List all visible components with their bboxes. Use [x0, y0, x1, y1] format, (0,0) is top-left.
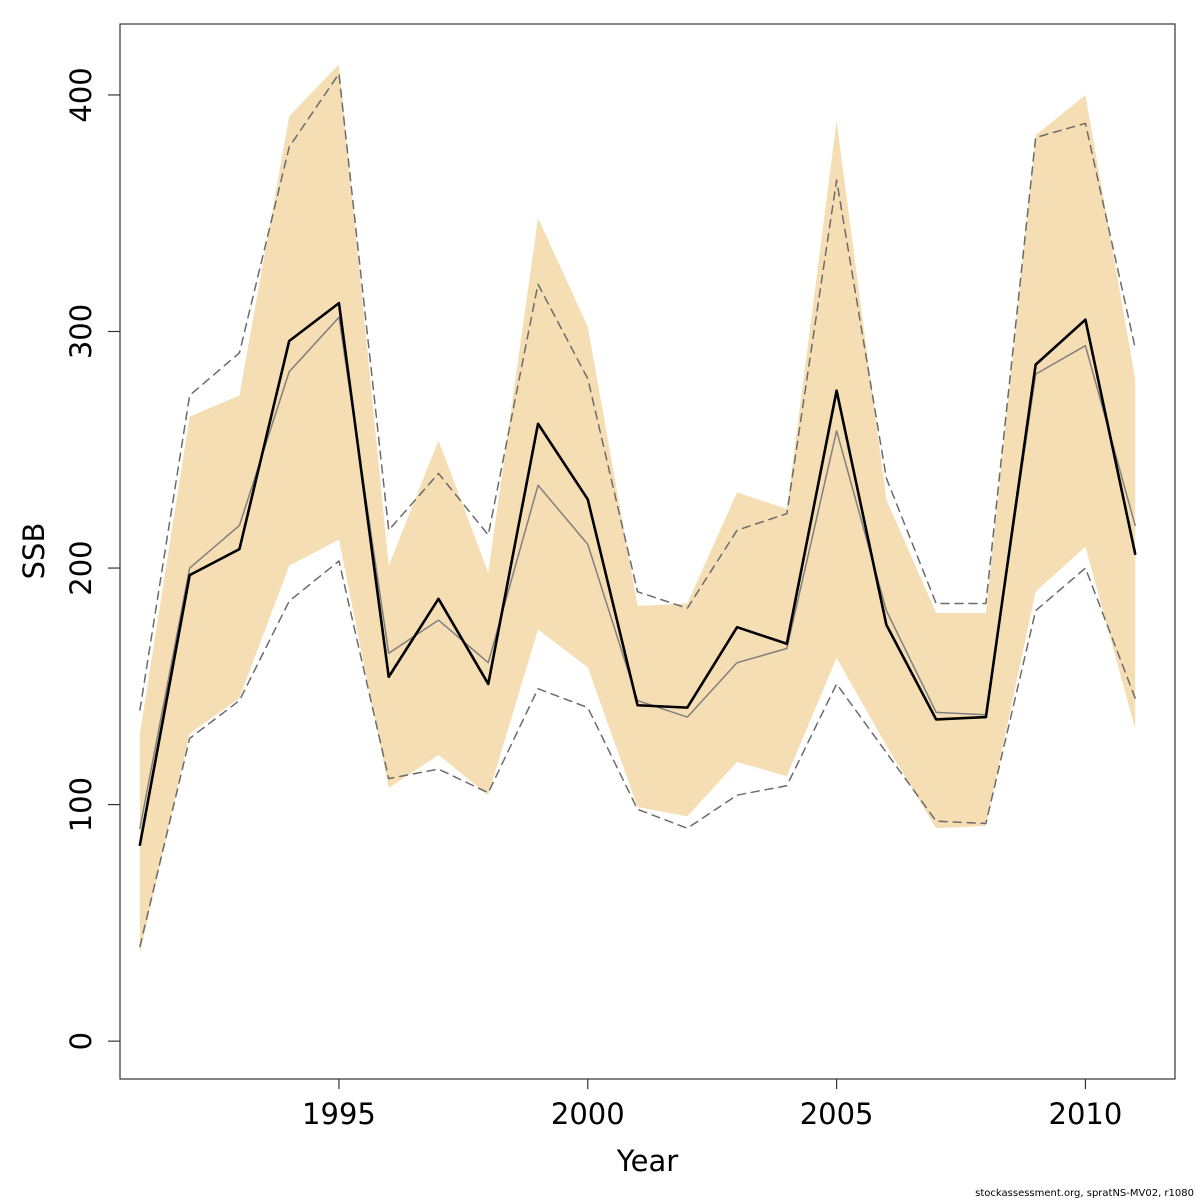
x-axis-title: Year [616, 1144, 678, 1178]
y-tick-label: 400 [64, 67, 98, 122]
axes-layer: 1995 2000 2005 2010 0 100 200 300 400 [64, 67, 1122, 1131]
plot-layer [138, 64, 1137, 954]
footnote: stockassessment.org, spratNS-MV02, r1080 [975, 1188, 1194, 1199]
x-tick-label: 1995 [302, 1097, 376, 1131]
x-tick-label: 2005 [800, 1097, 874, 1131]
x-tick-label: 2010 [1049, 1097, 1123, 1131]
confidence-band [139, 64, 1136, 954]
secondary-lower-line [139, 560, 1136, 948]
plot-frame [119, 23, 1176, 1080]
secondary-upper-line [139, 72, 1136, 711]
y-tick-label: 0 [64, 1032, 98, 1050]
main-line [138, 301, 1137, 847]
x-tick-label: 2000 [551, 1097, 625, 1131]
y-axis-title: SSB [17, 523, 51, 580]
y-tick-label: 100 [64, 777, 98, 832]
y-tick-label: 300 [64, 304, 98, 359]
y-tick-label: 200 [64, 540, 98, 595]
